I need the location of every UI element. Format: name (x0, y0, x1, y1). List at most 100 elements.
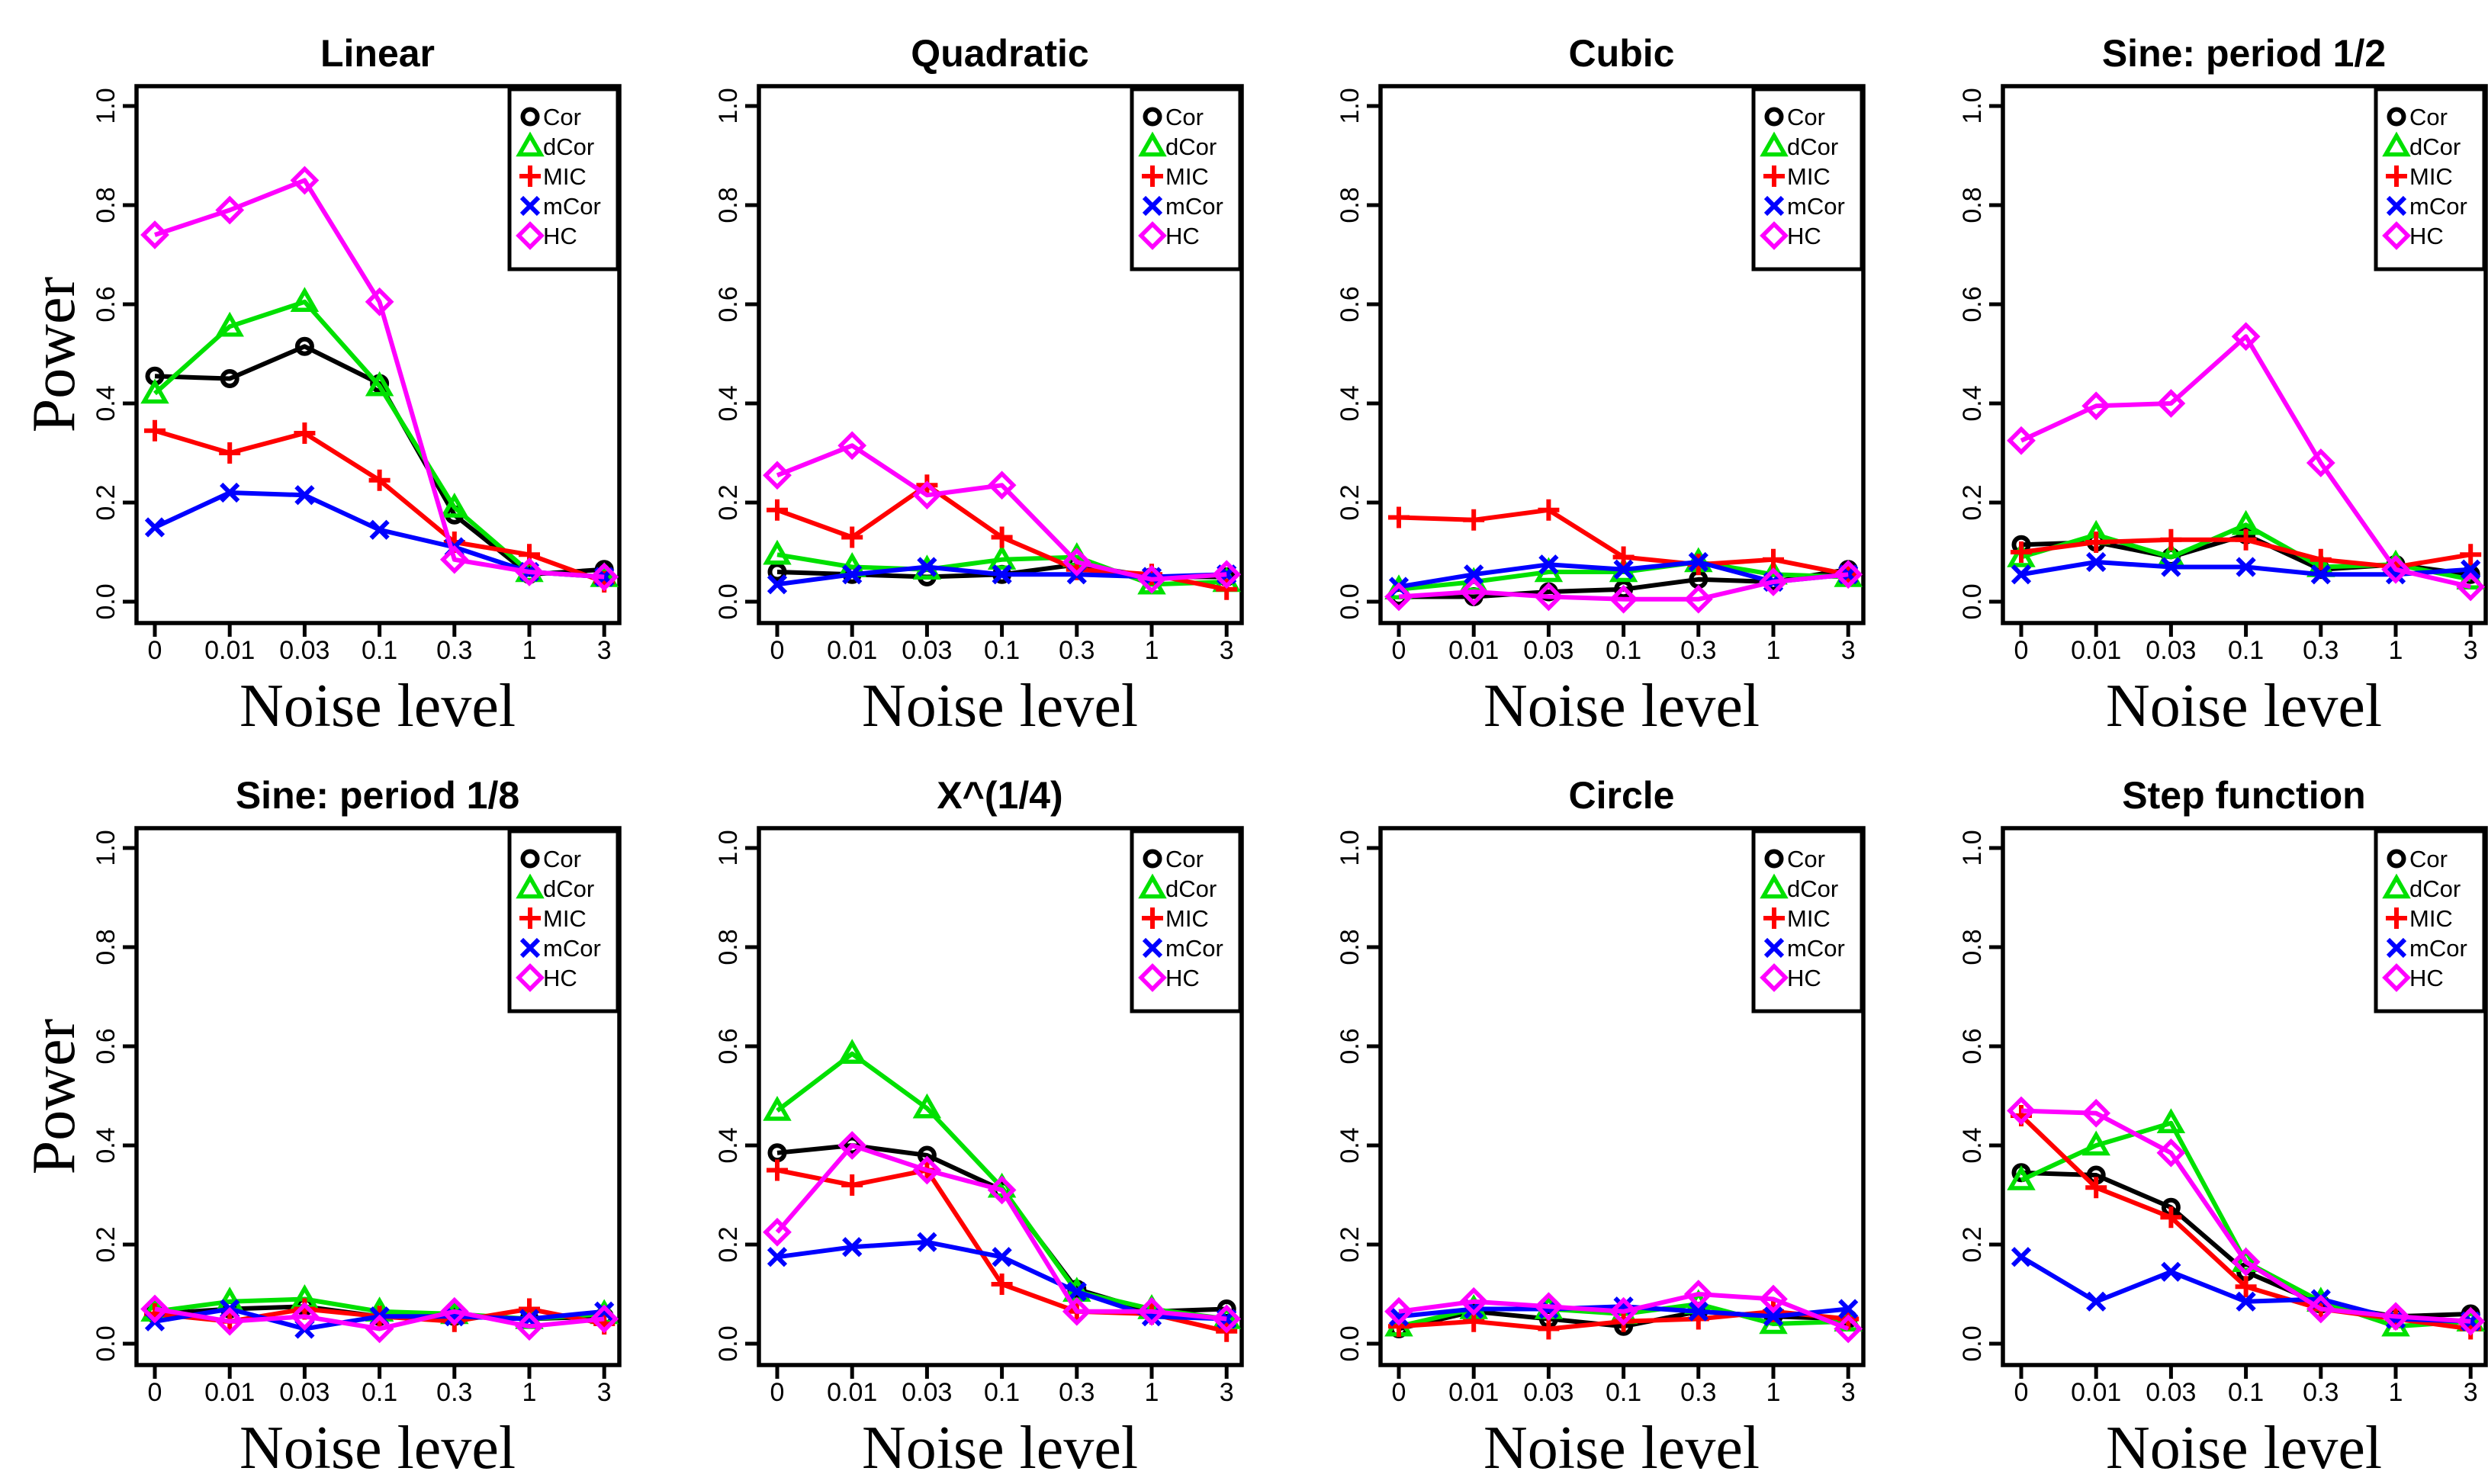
series-line-HC (2020, 334, 2471, 589)
legend-label: HC (543, 223, 577, 249)
x-tick-label: 0.01 (2071, 1378, 2121, 1407)
marker-plus (1388, 506, 1410, 528)
marker-x (1142, 937, 1163, 959)
x-tick-label: 0.3 (1059, 1378, 1095, 1407)
marker-triangle (140, 378, 169, 404)
marker-diamond (439, 544, 469, 574)
x-tick-label: 1 (2389, 636, 2403, 665)
x-tick-label: 1 (1766, 1378, 1781, 1407)
marker-diamond (516, 221, 545, 250)
marker-diamond (2382, 963, 2411, 992)
marker-triangle (215, 311, 244, 337)
plot-sine-period-1-8: Sine: period 1/8 Noise level Power 0.00.… (21, 774, 622, 1482)
y-tick-label: 0.0 (1958, 1325, 1987, 1361)
marker-x (2461, 559, 2481, 580)
x-tick-label: 0.01 (1448, 1378, 1499, 1407)
marker-triangle (1138, 873, 1167, 899)
marker-x (1763, 1306, 1784, 1327)
marker-x (2236, 557, 2256, 577)
x-tick-label: 0.01 (827, 636, 877, 665)
marker-diamond (1834, 1314, 1863, 1344)
legend-label: HC (2409, 965, 2444, 991)
marker-x (767, 574, 788, 595)
x-tick-label: 0.03 (279, 1378, 329, 1407)
x-tick-label: 0.03 (2146, 636, 2196, 665)
panel-x-quarter-power: X^(1/4) Noise level 0.0 0.2 0.4 0.6 0.8 1.0 0 0… (622, 742, 1244, 1484)
marker-triangle (1760, 131, 1789, 157)
marker-diamond (763, 1217, 792, 1247)
marker-diamond (837, 431, 867, 461)
y-tick-label: 0.4 (92, 385, 121, 421)
marker-diamond (1683, 584, 1713, 614)
series-line-HC (1398, 1292, 1850, 1331)
legend-label: Cor (1787, 104, 1825, 130)
x-tick-label: 3 (1220, 636, 1234, 665)
marker-diamond (1459, 1286, 1489, 1316)
x-tick-label: 3 (597, 636, 612, 665)
legend-label: dCor (1787, 875, 1838, 902)
marker-diamond (2007, 426, 2036, 455)
marker-plus (991, 526, 1013, 548)
marker-circle (1764, 107, 1784, 127)
legend-box (1130, 87, 1242, 271)
series-line-HC (775, 1143, 1227, 1322)
y-tick-label: 0.6 (1336, 286, 1365, 322)
y-tick-label: 0.6 (714, 1028, 743, 1064)
marker-triangle (912, 1093, 942, 1119)
legend-box (2374, 829, 2486, 1013)
y-tick-label: 1.0 (714, 830, 743, 866)
series-group (1384, 499, 1863, 614)
legend-label: HC (1165, 223, 1200, 249)
y-tick-label: 0.0 (1336, 583, 1365, 619)
panel-title: Sine: period 1/8 (236, 774, 519, 817)
x-axis-label: Noise level (239, 673, 516, 740)
legend-label: dCor (1165, 133, 1217, 160)
y-tick-label: 0.6 (92, 286, 121, 322)
marker-diamond (2306, 1294, 2335, 1324)
marker-x (917, 1232, 937, 1252)
marker-x (1838, 1299, 1859, 1319)
x-tick-label: 0.1 (984, 1378, 1020, 1407)
plot-sine-period-1-2: Sine: period 1/2 Noise level 0.00.20.40.… (1958, 32, 2488, 740)
x-tick-label: 3 (2464, 1378, 2478, 1407)
marker-circle (220, 369, 239, 388)
x-tick-label: 0.03 (1523, 636, 1573, 665)
y-tick-label: 0.8 (714, 187, 743, 223)
marker-diamond (1459, 577, 1489, 606)
x-tick-label: 0.3 (1059, 636, 1095, 665)
marker-diamond (1062, 1296, 1091, 1326)
marker-plus (2386, 907, 2407, 929)
marker-triangle (516, 873, 545, 899)
marker-triangle (1760, 873, 1789, 899)
y-tick-label: 0.0 (714, 1325, 743, 1361)
marker-circle (2387, 849, 2406, 869)
series-line-HC (2020, 1108, 2471, 1324)
panel-quadratic: Quadratic Noise level 0.0 0.2 0.4 0.6 0.8 1.0… (622, 0, 1244, 742)
marker-diamond (1759, 567, 1788, 596)
marker-circle (520, 849, 540, 869)
x-tick-label: 0.3 (2303, 1378, 2339, 1407)
x-tick-label: 0.01 (204, 636, 255, 665)
marker-diamond (1384, 1296, 1413, 1326)
panel-title: Step function (2122, 774, 2365, 817)
y-tick-label: 0.6 (92, 1028, 121, 1064)
marker-x (519, 195, 541, 217)
y-tick-label: 0.8 (1336, 929, 1365, 965)
marker-plus (2310, 548, 2332, 570)
panel-title: Quadratic (911, 32, 1088, 75)
x-axis-label: Noise level (1483, 673, 1760, 740)
marker-diamond (515, 1312, 544, 1341)
marker-diamond (1138, 963, 1167, 992)
marker-diamond (2456, 572, 2486, 602)
x-tick-label: 0 (148, 1378, 162, 1407)
y-tick-label: 0.8 (1958, 187, 1987, 223)
marker-x (1142, 195, 1163, 217)
x-axis-label: Noise level (239, 1415, 516, 1482)
marker-diamond (1759, 1284, 1788, 1314)
legend-label: dCor (2409, 133, 2461, 160)
marker-plus (144, 419, 166, 442)
marker-x (2011, 564, 2032, 585)
marker-x (519, 937, 541, 959)
marker-diamond (1212, 1304, 1242, 1334)
marker-x (1763, 195, 1785, 217)
